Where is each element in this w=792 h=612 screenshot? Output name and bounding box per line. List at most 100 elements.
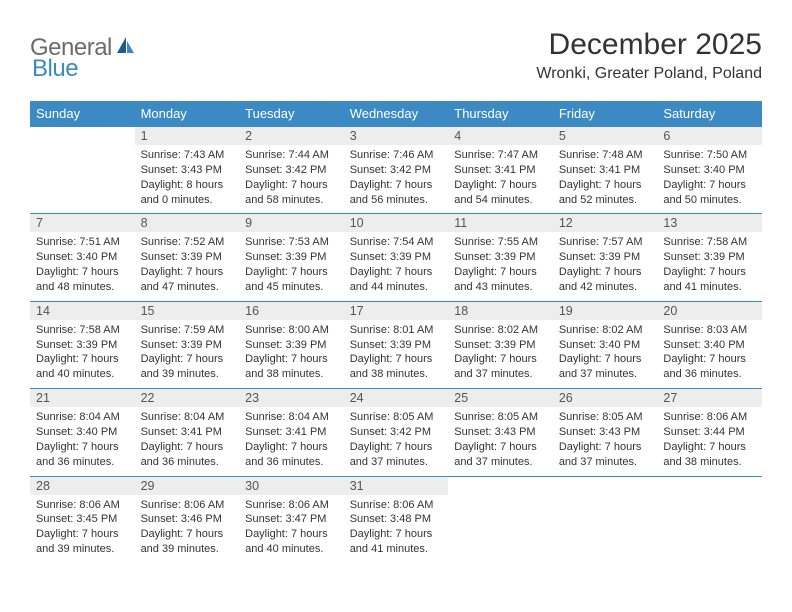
daylight-line: Daylight: 7 hours and 36 minutes. (36, 440, 129, 470)
day-content-cell: Sunrise: 7:52 AMSunset: 3:39 PMDaylight:… (135, 232, 240, 301)
day-content-cell: Sunrise: 7:58 AMSunset: 3:39 PMDaylight:… (30, 320, 135, 389)
day-number-cell (448, 476, 553, 495)
logo-sail-icon (114, 35, 136, 62)
day-number-cell: 25 (448, 389, 553, 408)
day-content-cell: Sunrise: 8:03 AMSunset: 3:40 PMDaylight:… (657, 320, 762, 389)
daylight-line: Daylight: 7 hours and 36 minutes. (245, 440, 338, 470)
sunrise-line: Sunrise: 7:57 AM (559, 235, 652, 250)
sunrise-line: Sunrise: 8:01 AM (350, 323, 443, 338)
sunrise-line: Sunrise: 7:52 AM (141, 235, 234, 250)
day-content-cell (657, 495, 762, 563)
sunset-line: Sunset: 3:39 PM (350, 338, 443, 353)
day-number-cell (553, 476, 658, 495)
calendar-page: General December 2025 Wronki, Greater Po… (0, 0, 792, 583)
day-number-cell: 17 (344, 301, 449, 320)
day-number-cell: 14 (30, 301, 135, 320)
sunrise-line: Sunrise: 7:54 AM (350, 235, 443, 250)
daylight-line: Daylight: 7 hours and 47 minutes. (141, 265, 234, 295)
day-number-cell: 31 (344, 476, 449, 495)
sunrise-line: Sunrise: 7:58 AM (663, 235, 756, 250)
day-number-cell: 21 (30, 389, 135, 408)
sunset-line: Sunset: 3:45 PM (36, 512, 129, 527)
daylight-line: Daylight: 7 hours and 56 minutes. (350, 178, 443, 208)
day-number-cell: 26 (553, 389, 658, 408)
sunrise-line: Sunrise: 7:59 AM (141, 323, 234, 338)
sunrise-line: Sunrise: 8:06 AM (36, 498, 129, 513)
daylight-line: Daylight: 7 hours and 39 minutes. (36, 527, 129, 557)
day-content-cell (30, 145, 135, 214)
daylight-line: Daylight: 7 hours and 58 minutes. (245, 178, 338, 208)
daylight-line: Daylight: 7 hours and 39 minutes. (141, 352, 234, 382)
daylight-line: Daylight: 7 hours and 39 minutes. (141, 527, 234, 557)
sunrise-line: Sunrise: 7:43 AM (141, 148, 234, 163)
day-content-cell: Sunrise: 7:55 AMSunset: 3:39 PMDaylight:… (448, 232, 553, 301)
sunrise-line: Sunrise: 8:06 AM (663, 410, 756, 425)
sunset-line: Sunset: 3:41 PM (454, 163, 547, 178)
day-number-cell: 29 (135, 476, 240, 495)
sunset-line: Sunset: 3:40 PM (663, 338, 756, 353)
day-content-cell: Sunrise: 8:05 AMSunset: 3:43 PMDaylight:… (448, 407, 553, 476)
daylight-line: Daylight: 7 hours and 43 minutes. (454, 265, 547, 295)
daylight-line: Daylight: 7 hours and 37 minutes. (559, 352, 652, 382)
sunrise-line: Sunrise: 8:02 AM (454, 323, 547, 338)
sunset-line: Sunset: 3:39 PM (141, 338, 234, 353)
day-content-cell (553, 495, 658, 563)
sunrise-line: Sunrise: 8:04 AM (245, 410, 338, 425)
sunrise-line: Sunrise: 7:46 AM (350, 148, 443, 163)
day-content-row: Sunrise: 7:51 AMSunset: 3:40 PMDaylight:… (30, 232, 762, 301)
day-content-cell: Sunrise: 7:46 AMSunset: 3:42 PMDaylight:… (344, 145, 449, 214)
daylight-line: Daylight: 7 hours and 41 minutes. (663, 265, 756, 295)
day-content-cell: Sunrise: 7:43 AMSunset: 3:43 PMDaylight:… (135, 145, 240, 214)
daylight-line: Daylight: 7 hours and 40 minutes. (36, 352, 129, 382)
sunrise-line: Sunrise: 7:50 AM (663, 148, 756, 163)
day-number-cell: 7 (30, 214, 135, 233)
sunrise-line: Sunrise: 8:06 AM (350, 498, 443, 513)
day-content-cell: Sunrise: 8:05 AMSunset: 3:42 PMDaylight:… (344, 407, 449, 476)
day-content-cell: Sunrise: 7:59 AMSunset: 3:39 PMDaylight:… (135, 320, 240, 389)
sunrise-line: Sunrise: 7:51 AM (36, 235, 129, 250)
daylight-line: Daylight: 7 hours and 54 minutes. (454, 178, 547, 208)
day-number-row: 123456 (30, 127, 762, 146)
sunrise-line: Sunrise: 8:00 AM (245, 323, 338, 338)
sunset-line: Sunset: 3:39 PM (245, 338, 338, 353)
day-content-cell: Sunrise: 8:00 AMSunset: 3:39 PMDaylight:… (239, 320, 344, 389)
day-content-cell: Sunrise: 7:58 AMSunset: 3:39 PMDaylight:… (657, 232, 762, 301)
sunrise-line: Sunrise: 7:48 AM (559, 148, 652, 163)
sunrise-line: Sunrise: 8:06 AM (245, 498, 338, 513)
day-content-cell: Sunrise: 7:53 AMSunset: 3:39 PMDaylight:… (239, 232, 344, 301)
day-number-cell: 10 (344, 214, 449, 233)
day-number-cell: 13 (657, 214, 762, 233)
daylight-line: Daylight: 7 hours and 40 minutes. (245, 527, 338, 557)
sunset-line: Sunset: 3:40 PM (36, 425, 129, 440)
day-number-cell: 28 (30, 476, 135, 495)
sunset-line: Sunset: 3:39 PM (350, 250, 443, 265)
day-content-cell: Sunrise: 8:06 AMSunset: 3:46 PMDaylight:… (135, 495, 240, 563)
day-number-cell: 15 (135, 301, 240, 320)
day-number-row: 78910111213 (30, 214, 762, 233)
sunset-line: Sunset: 3:39 PM (559, 250, 652, 265)
day-number-cell: 5 (553, 127, 658, 146)
weekday-header: Tuesday (239, 101, 344, 127)
day-number-cell: 22 (135, 389, 240, 408)
weekday-header: Monday (135, 101, 240, 127)
sunrise-line: Sunrise: 8:05 AM (454, 410, 547, 425)
day-number-cell: 27 (657, 389, 762, 408)
sunset-line: Sunset: 3:39 PM (663, 250, 756, 265)
sunrise-line: Sunrise: 7:53 AM (245, 235, 338, 250)
day-number-cell: 19 (553, 301, 658, 320)
sunrise-line: Sunrise: 8:05 AM (350, 410, 443, 425)
location: Wronki, Greater Poland, Poland (536, 65, 762, 83)
sunset-line: Sunset: 3:39 PM (454, 338, 547, 353)
calendar-table: Sunday Monday Tuesday Wednesday Thursday… (30, 101, 762, 563)
sunset-line: Sunset: 3:42 PM (350, 425, 443, 440)
day-content-cell: Sunrise: 8:01 AMSunset: 3:39 PMDaylight:… (344, 320, 449, 389)
sunrise-line: Sunrise: 7:55 AM (454, 235, 547, 250)
day-content-cell: Sunrise: 8:04 AMSunset: 3:41 PMDaylight:… (239, 407, 344, 476)
sunrise-line: Sunrise: 7:44 AM (245, 148, 338, 163)
day-number-cell: 30 (239, 476, 344, 495)
daylight-line: Daylight: 7 hours and 45 minutes. (245, 265, 338, 295)
logo-text-blue: Blue (32, 55, 78, 82)
month-title: December 2025 (536, 28, 762, 62)
weekday-header: Wednesday (344, 101, 449, 127)
sunset-line: Sunset: 3:41 PM (559, 163, 652, 178)
